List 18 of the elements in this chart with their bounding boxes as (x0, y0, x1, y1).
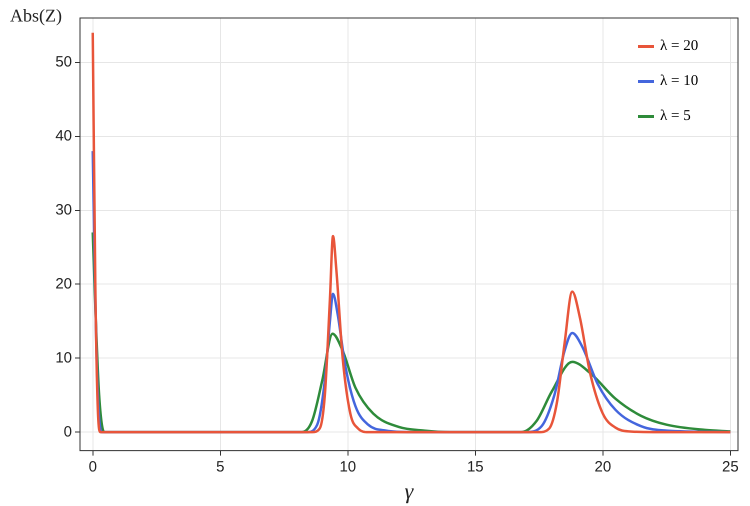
x-tick-label: 10 (339, 458, 356, 476)
x-tick-label: 25 (722, 458, 739, 476)
legend-label: λ = 20 (660, 38, 698, 55)
x-tick-label: 0 (88, 458, 97, 476)
x-tick-label: 5 (216, 458, 224, 476)
x-tick-label: 15 (466, 458, 484, 476)
y-tick-label: 50 (55, 54, 72, 71)
legend-label: λ = 5 (660, 108, 691, 125)
y-tick-label: 20 (55, 275, 72, 292)
x-tick-label: 20 (594, 458, 612, 476)
y-tick-label: 40 (55, 127, 72, 144)
y-tick-label: 10 (55, 349, 72, 366)
line-series (92, 32, 732, 434)
y-axis-title: Abs(Z) (10, 6, 62, 26)
y-tick-label: 0 (64, 423, 72, 440)
x-axis-title: γ (404, 478, 415, 504)
y-tick-label: 30 (55, 201, 72, 218)
legend-label: λ = 10 (660, 73, 698, 90)
